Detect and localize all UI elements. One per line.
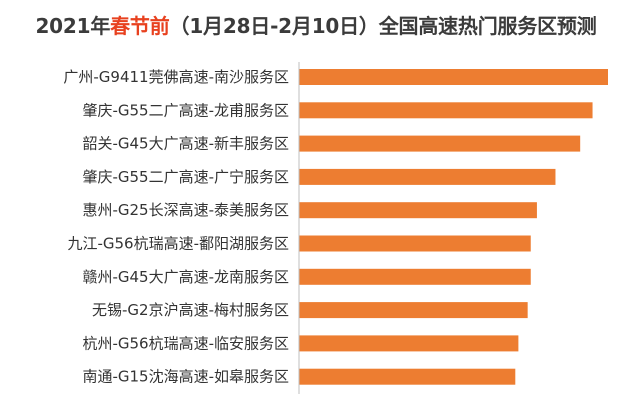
chart-title: 2021年春节前（1月28日-2月10日）全国高速热门服务区预测	[0, 10, 632, 39]
bar	[299, 335, 519, 352]
bar	[299, 368, 516, 385]
category-tick-label: 赣州-G45大广高速-龙南服务区	[82, 268, 289, 286]
bar	[299, 235, 531, 252]
category-tick-label: 无锡-G2京沪高速-梅村服务区	[92, 301, 289, 319]
category-tick-label: 九江-G56杭瑞高速-鄱阳湖服务区	[67, 235, 289, 253]
bar	[299, 69, 608, 85]
bar	[299, 102, 593, 119]
category-tick-label: 肇庆-G55二广高速-广宁服务区	[82, 168, 289, 186]
bar-series	[299, 69, 608, 385]
category-tick-label: 韶关-G45大广高速-新丰服务区	[82, 135, 289, 153]
bar	[299, 135, 581, 152]
bar	[299, 202, 537, 219]
bar	[299, 168, 556, 185]
category-tick-label: 惠州-G25长深高速-泰美服务区	[82, 201, 289, 219]
chart-title-prefix: 2021年	[35, 14, 111, 38]
category-labels: 广州-G9411莞佛高速-南沙服务区肇庆-G55二广高速-龙甫服务区韶关-G45…	[63, 68, 289, 386]
bar	[299, 302, 528, 319]
category-tick-label: 肇庆-G55二广高速-龙甫服务区	[82, 101, 289, 119]
bar	[299, 268, 531, 285]
category-tick-label: 南通-G15沈海高速-如皋服务区	[82, 368, 289, 386]
category-tick-label: 杭州-G56杭瑞高速-临安服务区	[82, 334, 289, 352]
chart-title-highlight: 春节前	[110, 14, 170, 38]
chart-title-suffix: （1月28日-2月10日）全国高速热门服务区预测	[169, 14, 597, 38]
category-tick-label: 广州-G9411莞佛高速-南沙服务区	[63, 68, 289, 86]
